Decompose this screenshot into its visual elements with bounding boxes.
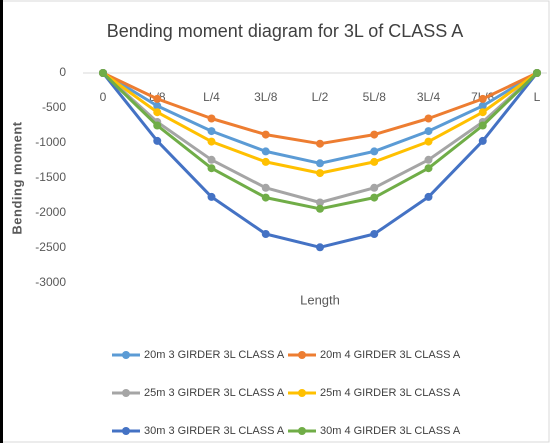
x-tick-label: L — [534, 90, 541, 104]
series-marker — [99, 69, 107, 77]
legend-label: 20m 3 GIRDER 3L CLASS A — [144, 349, 285, 361]
series-marker — [533, 69, 541, 77]
series-marker — [153, 121, 162, 130]
y-tick-label: -1500 — [35, 170, 66, 184]
series-marker — [261, 147, 270, 156]
legend-marker — [122, 351, 130, 359]
legend-marker — [122, 427, 130, 435]
series-marker — [424, 114, 433, 123]
legend-marker — [298, 427, 306, 435]
legend-marker — [298, 351, 306, 359]
x-tick-label: 0 — [100, 90, 107, 104]
series-marker — [207, 114, 216, 123]
series-marker — [478, 121, 487, 130]
x-tick-label: 5L/8 — [363, 90, 387, 104]
chart-title: Bending moment diagram for 3L of CLASS A — [107, 21, 464, 41]
series-marker — [478, 136, 487, 145]
y-tick-label: -3000 — [35, 275, 66, 289]
legend-label: 20m 4 GIRDER 3L CLASS A — [320, 349, 461, 361]
series-marker — [153, 94, 162, 103]
x-tick-label: 3L/8 — [254, 90, 278, 104]
series-marker — [316, 198, 324, 207]
legend-marker — [122, 389, 130, 397]
series-marker — [153, 101, 162, 110]
series-marker — [261, 130, 270, 139]
series-marker — [370, 130, 379, 139]
x-tick-label: L/4 — [203, 90, 220, 104]
x-tick-label: 3L/4 — [417, 90, 441, 104]
legend-label: 30m 3 GIRDER 3L CLASS A — [144, 425, 285, 437]
series-marker — [370, 230, 379, 238]
series-marker — [316, 139, 324, 148]
series-marker — [478, 94, 487, 103]
series-marker — [424, 192, 433, 201]
series-marker — [316, 204, 324, 213]
series-marker — [316, 243, 324, 252]
y-tick-label: 0 — [59, 65, 66, 79]
series-marker — [370, 193, 379, 202]
legend-marker — [298, 389, 306, 397]
series-marker — [207, 137, 216, 146]
series-marker — [261, 193, 270, 202]
series-marker — [207, 127, 216, 136]
x-axis-title: Length — [300, 292, 340, 307]
series-marker — [207, 192, 216, 201]
y-tick-label: -1000 — [35, 135, 66, 149]
series-marker — [316, 159, 324, 168]
series-marker — [370, 183, 379, 192]
y-tick-label: -2000 — [35, 205, 66, 219]
series-marker — [207, 164, 216, 173]
series-marker — [370, 147, 379, 156]
x-tick-label: L/2 — [312, 90, 329, 104]
series-marker — [153, 136, 162, 145]
series-marker — [478, 101, 487, 110]
series-marker — [207, 155, 216, 164]
y-axis-title: Bending moment — [9, 121, 24, 234]
y-tick-label: -500 — [42, 100, 66, 114]
legend-label: 25m 4 GIRDER 3L CLASS A — [320, 387, 461, 399]
y-tick-label: -2500 — [35, 240, 66, 254]
series-marker — [424, 127, 433, 136]
left-edge — [0, 0, 3, 443]
series-marker — [261, 230, 270, 238]
series-marker — [478, 108, 487, 117]
legend-label: 25m 3 GIRDER 3L CLASS A — [144, 387, 285, 399]
series-marker — [261, 183, 270, 192]
series-marker — [424, 155, 433, 164]
legend-label: 30m 4 GIRDER 3L CLASS A — [320, 425, 461, 437]
series-marker — [424, 164, 433, 173]
series-marker — [261, 157, 270, 166]
series-marker — [316, 169, 324, 178]
series-marker — [370, 157, 379, 166]
series-marker — [424, 137, 433, 146]
series-marker — [153, 108, 162, 117]
